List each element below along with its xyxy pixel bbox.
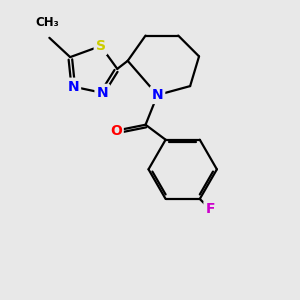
Text: O: O	[110, 124, 122, 138]
Text: F: F	[206, 202, 215, 216]
Text: CH₃: CH₃	[35, 16, 59, 29]
Text: N: N	[97, 86, 108, 100]
Text: N: N	[152, 88, 163, 102]
Text: S: S	[96, 39, 106, 53]
Text: N: N	[68, 80, 79, 94]
